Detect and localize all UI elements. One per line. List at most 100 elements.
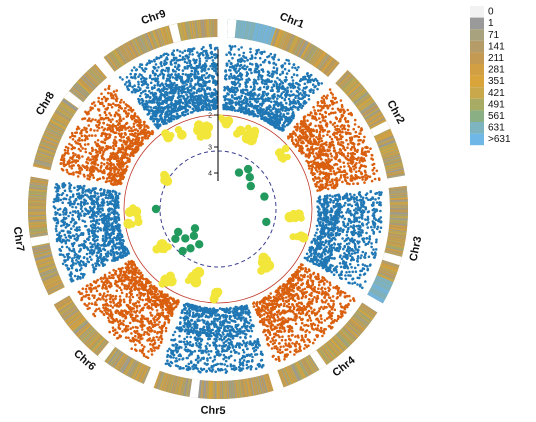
manhattan-point (317, 167, 321, 170)
manhattan-point (346, 143, 350, 146)
manhattan-point (351, 256, 354, 259)
density-bin (360, 305, 376, 316)
manhattan-point (302, 115, 306, 119)
density-bin (62, 98, 79, 110)
density-bin (340, 75, 354, 89)
density-bin (96, 341, 109, 356)
density-bin (106, 348, 118, 364)
manhattan-point (311, 83, 315, 86)
manhattan-point (380, 191, 383, 194)
density-bin (214, 380, 217, 399)
density-bin (367, 292, 385, 303)
manhattan-point (352, 182, 355, 185)
density-bin (51, 117, 68, 127)
density-bin (202, 380, 205, 399)
manhattan-point (278, 78, 281, 82)
density-bin (92, 338, 106, 353)
manhattan-point (271, 116, 274, 120)
density-bin (92, 66, 105, 81)
density-bin (103, 56, 116, 72)
manhattan-point (310, 169, 314, 173)
manhattan-point (288, 308, 292, 312)
density-bin (302, 43, 312, 60)
manhattan-point (231, 45, 234, 48)
density-bin (267, 373, 274, 391)
manhattan-point (288, 344, 292, 347)
density-bin (349, 86, 364, 99)
density-bin (62, 99, 78, 111)
manhattan-point (356, 257, 360, 260)
density-bin (30, 178, 49, 182)
manhattan-point (259, 102, 262, 106)
manhattan-point (322, 134, 325, 138)
manhattan-point (301, 89, 305, 92)
manhattan-point (351, 282, 354, 285)
density-bin (360, 304, 377, 316)
manhattan-point (341, 215, 344, 219)
manhattan-point (283, 79, 287, 82)
density-bin (389, 225, 408, 229)
density-bin (386, 244, 404, 249)
manhattan-point (283, 125, 287, 128)
density-bin (166, 25, 173, 44)
density-bin (28, 203, 47, 205)
manhattan-point (224, 94, 228, 98)
density-bin (145, 33, 153, 51)
density-bin (383, 157, 402, 164)
density-bin (295, 362, 305, 379)
manhattan-point (293, 101, 297, 105)
manhattan-point (269, 97, 272, 100)
manhattan-point (318, 264, 321, 268)
density-bin (145, 32, 154, 50)
manhattan-point (270, 347, 274, 350)
manhattan-point (262, 60, 266, 64)
density-bin (37, 261, 55, 269)
density-bin (260, 375, 266, 394)
manhattan-point (309, 307, 313, 310)
density-bin (111, 351, 123, 367)
manhattan-point (299, 307, 302, 311)
density-bin (56, 107, 73, 119)
density-bin (379, 142, 397, 150)
density-bin (306, 356, 317, 372)
manhattan-point (267, 99, 271, 102)
density-bin (384, 159, 402, 165)
density-bin (47, 124, 64, 134)
density-bin (355, 312, 370, 324)
manhattan-point (299, 326, 303, 329)
manhattan-point (325, 299, 328, 302)
density-bin (389, 217, 408, 220)
density-bin (124, 358, 134, 375)
manhattan-point (325, 153, 328, 157)
manhattan-point (324, 294, 327, 297)
manhattan-point (224, 69, 227, 73)
manhattan-point (300, 321, 304, 325)
density-bin (57, 105, 74, 117)
manhattan-point (265, 315, 269, 319)
manhattan-point (372, 172, 375, 175)
manhattan-point (305, 136, 309, 139)
manhattan-point (246, 93, 249, 96)
density-bin (71, 86, 87, 100)
manhattan-point (314, 262, 318, 266)
density-bin (56, 299, 73, 310)
density-bin (82, 329, 96, 343)
manhattan-point (360, 254, 363, 257)
density-bin (118, 46, 129, 63)
manhattan-point (291, 111, 295, 114)
density-bin (28, 202, 47, 204)
density-bin (340, 329, 355, 343)
density-bin (48, 122, 65, 132)
manhattan-point (324, 110, 327, 114)
density-bin (164, 374, 171, 392)
manhattan-point (347, 242, 351, 245)
manhattan-point (379, 226, 383, 229)
density-bin (29, 183, 48, 187)
manhattan-point (239, 63, 243, 67)
density-bin (384, 160, 402, 166)
manhattan-point (362, 237, 366, 240)
manhattan-point (268, 113, 272, 117)
density-bin (305, 356, 316, 373)
manhattan-point (361, 178, 364, 181)
density-bin (172, 375, 178, 394)
